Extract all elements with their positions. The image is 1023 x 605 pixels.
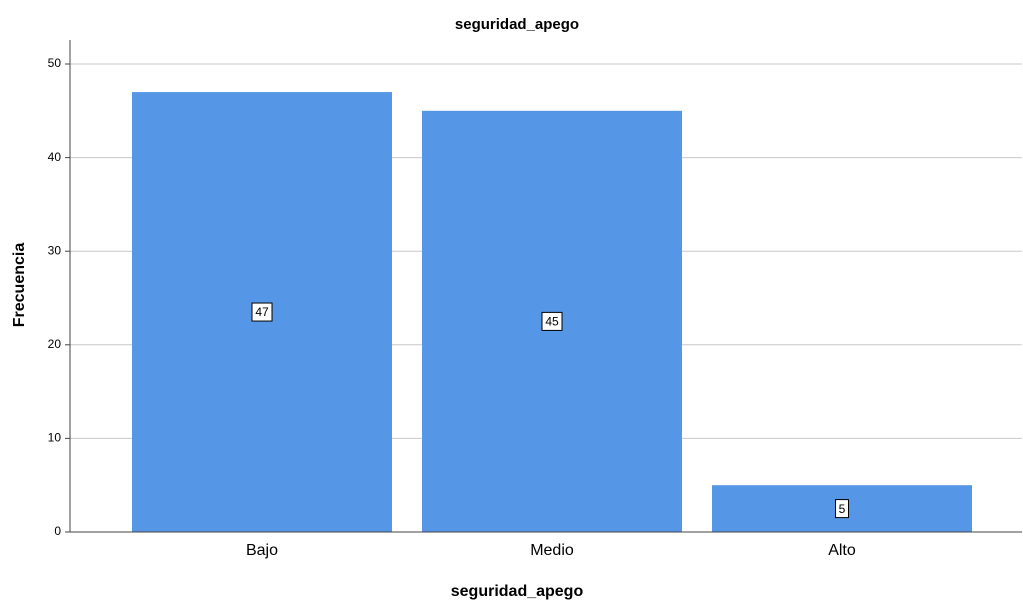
data-label-box <box>835 499 849 519</box>
x-axis-label: seguridad_apego <box>451 583 584 600</box>
y-tick-label: 30 <box>48 243 62 257</box>
y-axis-label: Frecuencia <box>11 243 28 328</box>
data-label: 5 <box>839 502 846 516</box>
data-label: 47 <box>255 305 269 319</box>
y-tick-label: 20 <box>48 337 62 351</box>
data-label: 45 <box>545 315 559 329</box>
y-tick-label: 40 <box>48 150 62 164</box>
data-label-box <box>251 302 273 322</box>
y-tick-label: 50 <box>48 56 62 70</box>
x-tick-label: Medio <box>530 542 574 559</box>
y-tick-label: 10 <box>48 431 62 445</box>
chart-title: seguridad_apego <box>455 16 579 33</box>
y-tick-label: 0 <box>54 524 61 538</box>
x-tick-label: Bajo <box>246 542 278 559</box>
data-label-box <box>541 311 563 331</box>
x-tick-label: Alto <box>828 542 856 559</box>
